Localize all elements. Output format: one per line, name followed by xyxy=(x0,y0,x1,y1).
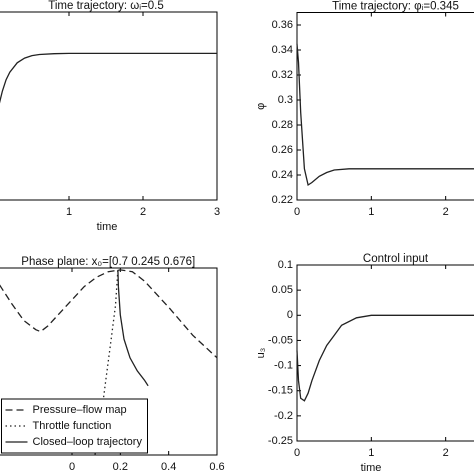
data-line xyxy=(0,52,217,104)
data-line xyxy=(117,269,149,387)
y-tick-label: -0.25 xyxy=(268,435,293,447)
y-axis-label: u₃ xyxy=(255,348,267,359)
legend-label: Pressure–flow map xyxy=(33,404,127,416)
data-line xyxy=(296,314,474,402)
data-line xyxy=(0,269,218,359)
axes-box xyxy=(0,11,218,201)
y-tick-label: -0.1 xyxy=(274,359,293,371)
y-tick-label: 0.34 xyxy=(272,44,293,56)
x-tick-label: 3 xyxy=(214,206,220,218)
x-tick-label: 0.2 xyxy=(113,461,128,473)
chart-title: Control input xyxy=(363,253,429,265)
y-tick-label: 0.24 xyxy=(272,169,293,181)
x-tick-label: 2 xyxy=(443,447,449,459)
x-tick-label: 2 xyxy=(140,206,146,218)
x-tick-label: 1 xyxy=(66,206,72,218)
legend-label: Closed–loop trajectory xyxy=(33,436,143,448)
y-tick-label: 0.05 xyxy=(272,284,293,296)
legend-label: Throttle function xyxy=(33,420,112,432)
legend-box xyxy=(1,398,148,454)
x-tick-label: 0.4 xyxy=(161,461,176,473)
x-axis-label: time xyxy=(361,462,382,474)
x-tick-label: 0 xyxy=(69,461,75,473)
y-tick-label: 0.28 xyxy=(272,119,293,131)
chart-title: Time trajectory: ωᵢ=0.5 xyxy=(48,0,164,12)
x-tick-label: 0 xyxy=(294,206,300,218)
x-tick-label: 1 xyxy=(368,447,374,459)
y-tick-label: 0.26 xyxy=(272,144,293,156)
y-axis-label: φ xyxy=(255,103,267,110)
y-tick-label: 0.22 xyxy=(272,194,293,206)
axes-box xyxy=(0,267,218,456)
x-tick-label: 1 xyxy=(368,206,374,218)
x-tick-label: 2 xyxy=(443,206,449,218)
data-line xyxy=(296,43,474,187)
y-tick-label: 0.36 xyxy=(272,19,293,31)
x-tick-label: 0 xyxy=(294,447,300,459)
y-tick-label: -0.2 xyxy=(274,410,293,422)
y-tick-label: -0.15 xyxy=(268,385,293,397)
chart-title: Time trajectory: φᵢ=0.345 xyxy=(332,1,459,13)
y-tick-label: 0.3 xyxy=(278,94,293,106)
x-axis-label: time xyxy=(97,221,118,233)
y-tick-label: -0.05 xyxy=(268,334,293,346)
y-tick-label: 0.1 xyxy=(278,259,293,271)
axes-box xyxy=(296,12,474,201)
y-tick-label: 0 xyxy=(287,309,293,321)
y-tick-label: 0.32 xyxy=(272,69,293,81)
chart-title: Phase plane: x₀=[0.7 0.245 0.676] xyxy=(21,256,195,268)
x-tick-label: 0.6 xyxy=(209,461,224,473)
